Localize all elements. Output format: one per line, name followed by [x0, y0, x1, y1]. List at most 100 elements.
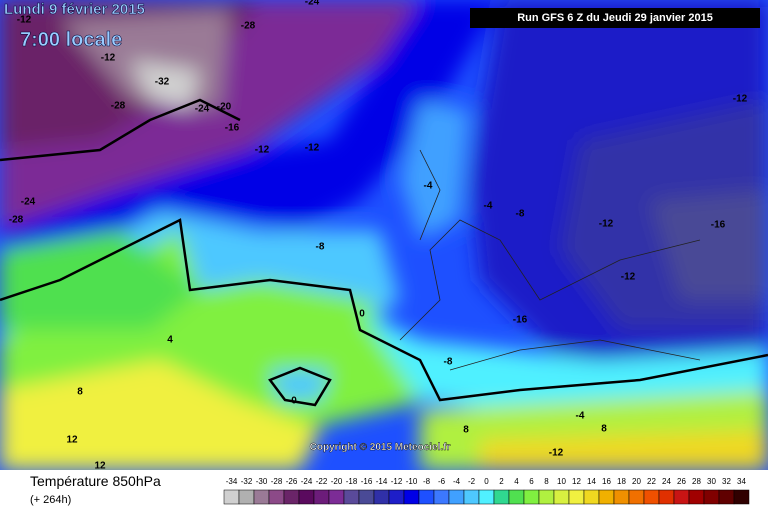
legend-swatch: [328, 489, 345, 505]
legend-label: -10: [406, 477, 418, 486]
contour-label: 0: [359, 309, 365, 320]
legend-swatch: [553, 489, 570, 505]
legend-swatch: [433, 489, 450, 505]
legend-swatch: [523, 489, 540, 505]
legend-swatch: [508, 489, 525, 505]
legend-label: 14: [587, 477, 596, 486]
legend-label: -26: [286, 477, 298, 486]
legend-swatch: [343, 489, 360, 505]
legend-swatch: [688, 489, 705, 505]
legend-label: -28: [271, 477, 283, 486]
legend-label: -18: [346, 477, 358, 486]
contour-label: -8: [316, 242, 325, 253]
contour-label: 12: [94, 461, 106, 472]
contour-label: -12: [305, 143, 320, 154]
legend-label: -2: [468, 477, 476, 486]
contour-label: 0: [291, 396, 297, 407]
legend-swatch: [673, 489, 690, 505]
contour-label: -20: [217, 102, 232, 113]
run-banner: [470, 8, 760, 28]
legend-label: -4: [453, 477, 461, 486]
legend-swatch: [403, 489, 420, 505]
legend-swatch: [283, 489, 300, 505]
legend-label: -30: [256, 477, 268, 486]
legend-label: -16: [361, 477, 373, 486]
legend-swatch: [718, 489, 735, 505]
contour-label: -4: [424, 181, 433, 192]
legend-swatch: [703, 489, 720, 505]
legend-label: 4: [514, 477, 519, 486]
contour-label: -8: [444, 357, 453, 368]
legend-swatch: [223, 489, 240, 505]
contour-label: -16: [711, 220, 726, 231]
legend-swatch: [643, 489, 660, 505]
contour-label: -12: [255, 145, 270, 156]
legend-label: 32: [722, 477, 731, 486]
contour-label: 8: [601, 424, 607, 435]
contour-label: 4: [167, 335, 173, 346]
legend-swatch: [478, 489, 495, 505]
legend-swatch: [568, 489, 585, 505]
legend-swatch: [598, 489, 615, 505]
legend-swatch: [373, 489, 390, 505]
legend-label: 28: [692, 477, 701, 486]
legend-label: 12: [572, 477, 581, 486]
legend-label: 0: [484, 477, 489, 486]
contour-label: -4: [576, 411, 585, 422]
legend-swatch: [253, 489, 270, 505]
copyright: Copyright © 2015 Meteociel.fr: [310, 442, 451, 453]
contour-label: -12: [621, 272, 636, 283]
contour-label: -12: [17, 15, 32, 26]
legend-label: 34: [737, 477, 746, 486]
footer-title: Température 850hPa: [30, 473, 161, 489]
legend-swatch: [313, 489, 330, 505]
contour-label: -12: [733, 94, 748, 105]
contour-label: -24: [21, 197, 36, 208]
legend-swatch: [493, 489, 510, 505]
legend-swatch: [628, 489, 645, 505]
contour-label: -12: [101, 53, 116, 64]
legend-swatch: [463, 489, 480, 505]
contour-label: -12: [599, 219, 614, 230]
legend-swatch: [388, 489, 405, 505]
legend-label: 18: [617, 477, 626, 486]
map: -12 -12 -28 -24 -32 -28 -24 -20 -16 -12 -12 -12 -24 -…: [0, 0, 768, 472]
legend-swatch: [298, 489, 315, 505]
contour-label: -28: [9, 215, 24, 226]
legend-label: 8: [544, 477, 549, 486]
legend-label: -24: [301, 477, 313, 486]
legend-swatch: [448, 489, 465, 505]
legend-label: 2: [499, 477, 504, 486]
legend-swatch: [583, 489, 600, 505]
legend-swatch: [613, 489, 630, 505]
contour-label: -32: [155, 77, 170, 88]
legend: -34 -32 -30 -28 -26 -24 -22 -20 -18 -16 -14 -12 -10-…: [223, 477, 750, 505]
legend-label: -14: [376, 477, 388, 486]
contour-label: -8: [516, 209, 525, 220]
footer-range: (+ 264h): [30, 494, 71, 506]
contour-label: -28: [111, 101, 126, 112]
legend-swatch: [418, 489, 435, 505]
contour-label: -16: [513, 315, 528, 326]
legend-label: -8: [423, 477, 431, 486]
legend-swatch: [733, 489, 750, 505]
legend-label: 30: [707, 477, 716, 486]
legend-label: -22: [316, 477, 328, 486]
legend-label: 10: [557, 477, 566, 486]
legend-label: 16: [602, 477, 611, 486]
legend-label: -34: [226, 477, 238, 486]
legend-label: -32: [241, 477, 253, 486]
legend-label: -12: [391, 477, 403, 486]
legend-label: 26: [677, 477, 686, 486]
contour-label: 8: [77, 387, 83, 398]
legend-label: 6: [529, 477, 534, 486]
contour-label: 12: [66, 435, 78, 446]
legend-label: 20: [632, 477, 641, 486]
contour-label: 8: [463, 425, 469, 436]
legend-label: -6: [438, 477, 446, 486]
contour-label: -16: [225, 123, 240, 134]
legend-swatch: [238, 489, 255, 505]
legend-label: 24: [662, 477, 671, 486]
legend-swatch: [268, 489, 285, 505]
